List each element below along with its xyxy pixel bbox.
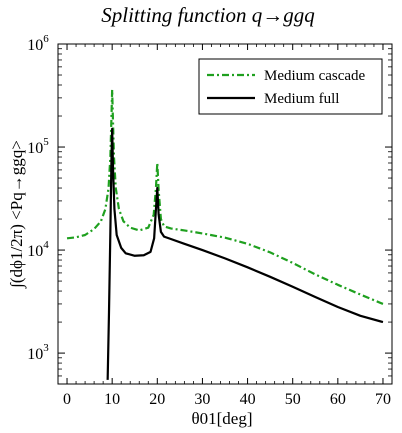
y-tick-label-3: 103 [27, 342, 49, 363]
x-tick-label-10: 10 [104, 391, 120, 408]
x-tick-label-0: 0 [63, 391, 71, 408]
chart-title: Splitting function q→ggq [101, 3, 315, 27]
y-tick-label-4: 104 [27, 239, 49, 260]
y-tick-label-6: 106 [27, 33, 49, 54]
plot-frame [57, 43, 393, 385]
legend-label-medium-cascade: Medium cascade [264, 68, 366, 84]
x-tick-label-20: 20 [149, 391, 165, 408]
legend: Medium cascade Medium full [198, 58, 383, 115]
x-tick-label-60: 60 [330, 391, 346, 408]
x-axis-ticks: 0 10 20 30 40 50 60 70 [63, 44, 391, 408]
series-layer [66, 88, 384, 380]
x-tick-label-40: 40 [240, 391, 256, 408]
legend-label-medium-full: Medium full [264, 91, 339, 107]
series-line-medium-full [106, 127, 384, 380]
y-tick-label-5: 105 [27, 136, 49, 157]
y-axis-label: ∫(dϕ1/2π) <Pq→ggq> [7, 140, 27, 289]
x-axis-label: θ01[deg] [191, 409, 252, 428]
legend-box [198, 58, 383, 115]
y-axis-ticks: 103 104 105 106 [27, 33, 392, 377]
x-tick-label-70: 70 [375, 391, 391, 408]
x-tick-label-30: 30 [194, 391, 210, 408]
series-line-medium-cascade [66, 88, 384, 305]
x-tick-label-50: 50 [285, 391, 301, 408]
